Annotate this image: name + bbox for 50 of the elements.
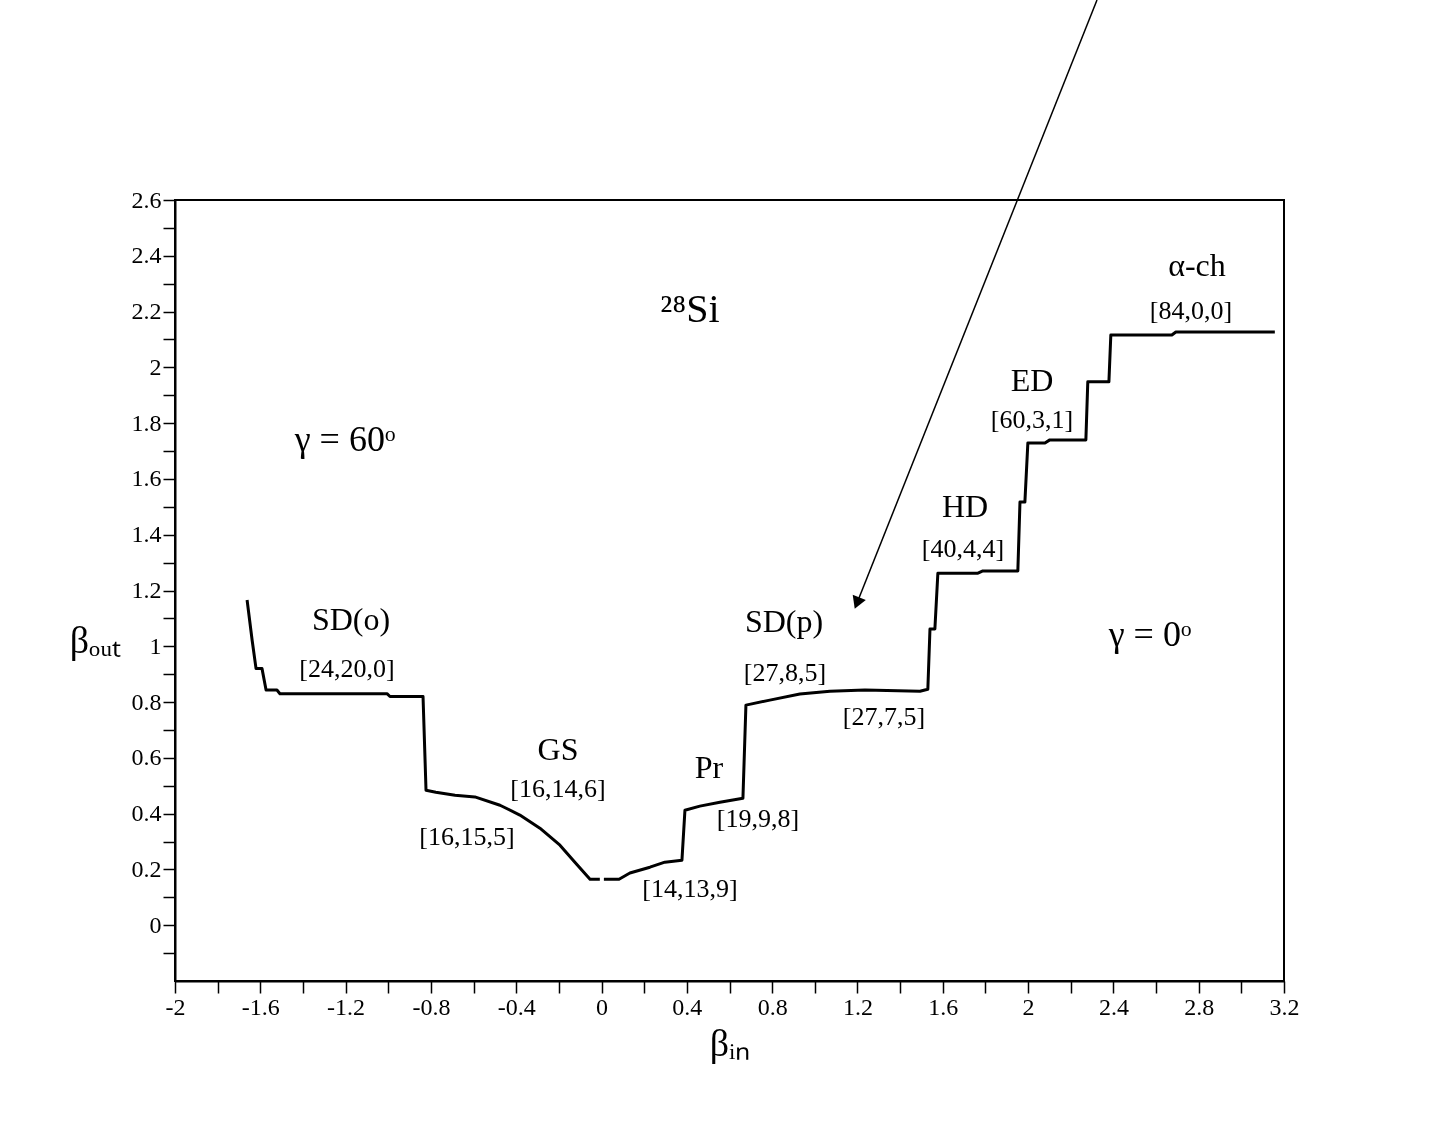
annotation: ²⁸Si xyxy=(660,286,720,331)
annotation: SD(p) xyxy=(744,603,824,639)
y-tick-label: 0 xyxy=(149,911,162,938)
y-tick-label: 1.2 xyxy=(131,577,162,603)
y-tick-label: 2.4 xyxy=(131,242,162,269)
x-tick-label: -1.2 xyxy=(327,993,366,1020)
x-tick-label: -2 xyxy=(165,993,186,1020)
y-tick-label: 0.6 xyxy=(131,744,162,771)
annotation: GS xyxy=(537,731,579,767)
annotation: [16,14,6] xyxy=(510,774,606,803)
annotation: [40,4,4] xyxy=(921,534,1005,563)
annotation: γ = 60ᵒ xyxy=(293,419,396,459)
annotation: [27,8,5] xyxy=(743,658,827,687)
annotation: ED xyxy=(1010,362,1054,398)
annotation: SD(o) xyxy=(311,601,391,637)
y-tick-label: 1 xyxy=(149,632,162,659)
annotation: [60,3,1] xyxy=(990,405,1074,434)
x-tick-label: 3.2 xyxy=(1269,993,1300,1020)
y-axis-title: βₒᵤₜ xyxy=(69,618,122,661)
y-tick-label: 2.2 xyxy=(131,298,162,325)
y-tick-label: 2.6 xyxy=(131,186,162,213)
y-tick-label: 1.8 xyxy=(131,409,162,436)
x-tick-label: 0 xyxy=(596,993,609,1020)
x-tick-label: 1.6 xyxy=(928,993,959,1020)
annotation: [19,9,8] xyxy=(716,804,800,833)
x-tick-label: 2.4 xyxy=(1098,993,1129,1020)
x-tick-label: 2 xyxy=(1022,993,1035,1020)
y-tick-label: 0.2 xyxy=(131,855,162,882)
y-tick-label: 1.4 xyxy=(131,521,162,548)
annotation: [27,7,5] xyxy=(842,702,926,731)
y-tick-label: 2 xyxy=(149,353,162,380)
y-tick-label: 0.4 xyxy=(131,800,162,827)
annotation: [16,15,5] xyxy=(419,822,515,851)
y-tick-label: 1.6 xyxy=(131,465,162,492)
x-axis-title: βᵢₙ xyxy=(709,1021,751,1064)
annotation: [24,20,0] xyxy=(299,654,395,683)
x-tick-label: -0.8 xyxy=(412,993,451,1020)
annotation: Pr xyxy=(694,749,724,785)
annotation: γ = 0ᵒ xyxy=(1107,614,1192,654)
annotation: [84,0,0] xyxy=(1149,296,1233,325)
x-tick-label: -0.4 xyxy=(497,993,536,1020)
x-tick-label: 0.4 xyxy=(672,993,703,1020)
annotation: α-ch xyxy=(1168,247,1226,283)
x-tick-label: -1.6 xyxy=(241,993,280,1020)
annotation: HD xyxy=(941,488,989,524)
x-tick-label: 1.2 xyxy=(842,993,873,1020)
y-tick-label: 0.8 xyxy=(131,688,162,715)
x-tick-label: 2.8 xyxy=(1184,993,1215,1020)
annotation: [14,13,9] xyxy=(642,874,738,903)
x-tick-label: 0.8 xyxy=(757,993,788,1020)
